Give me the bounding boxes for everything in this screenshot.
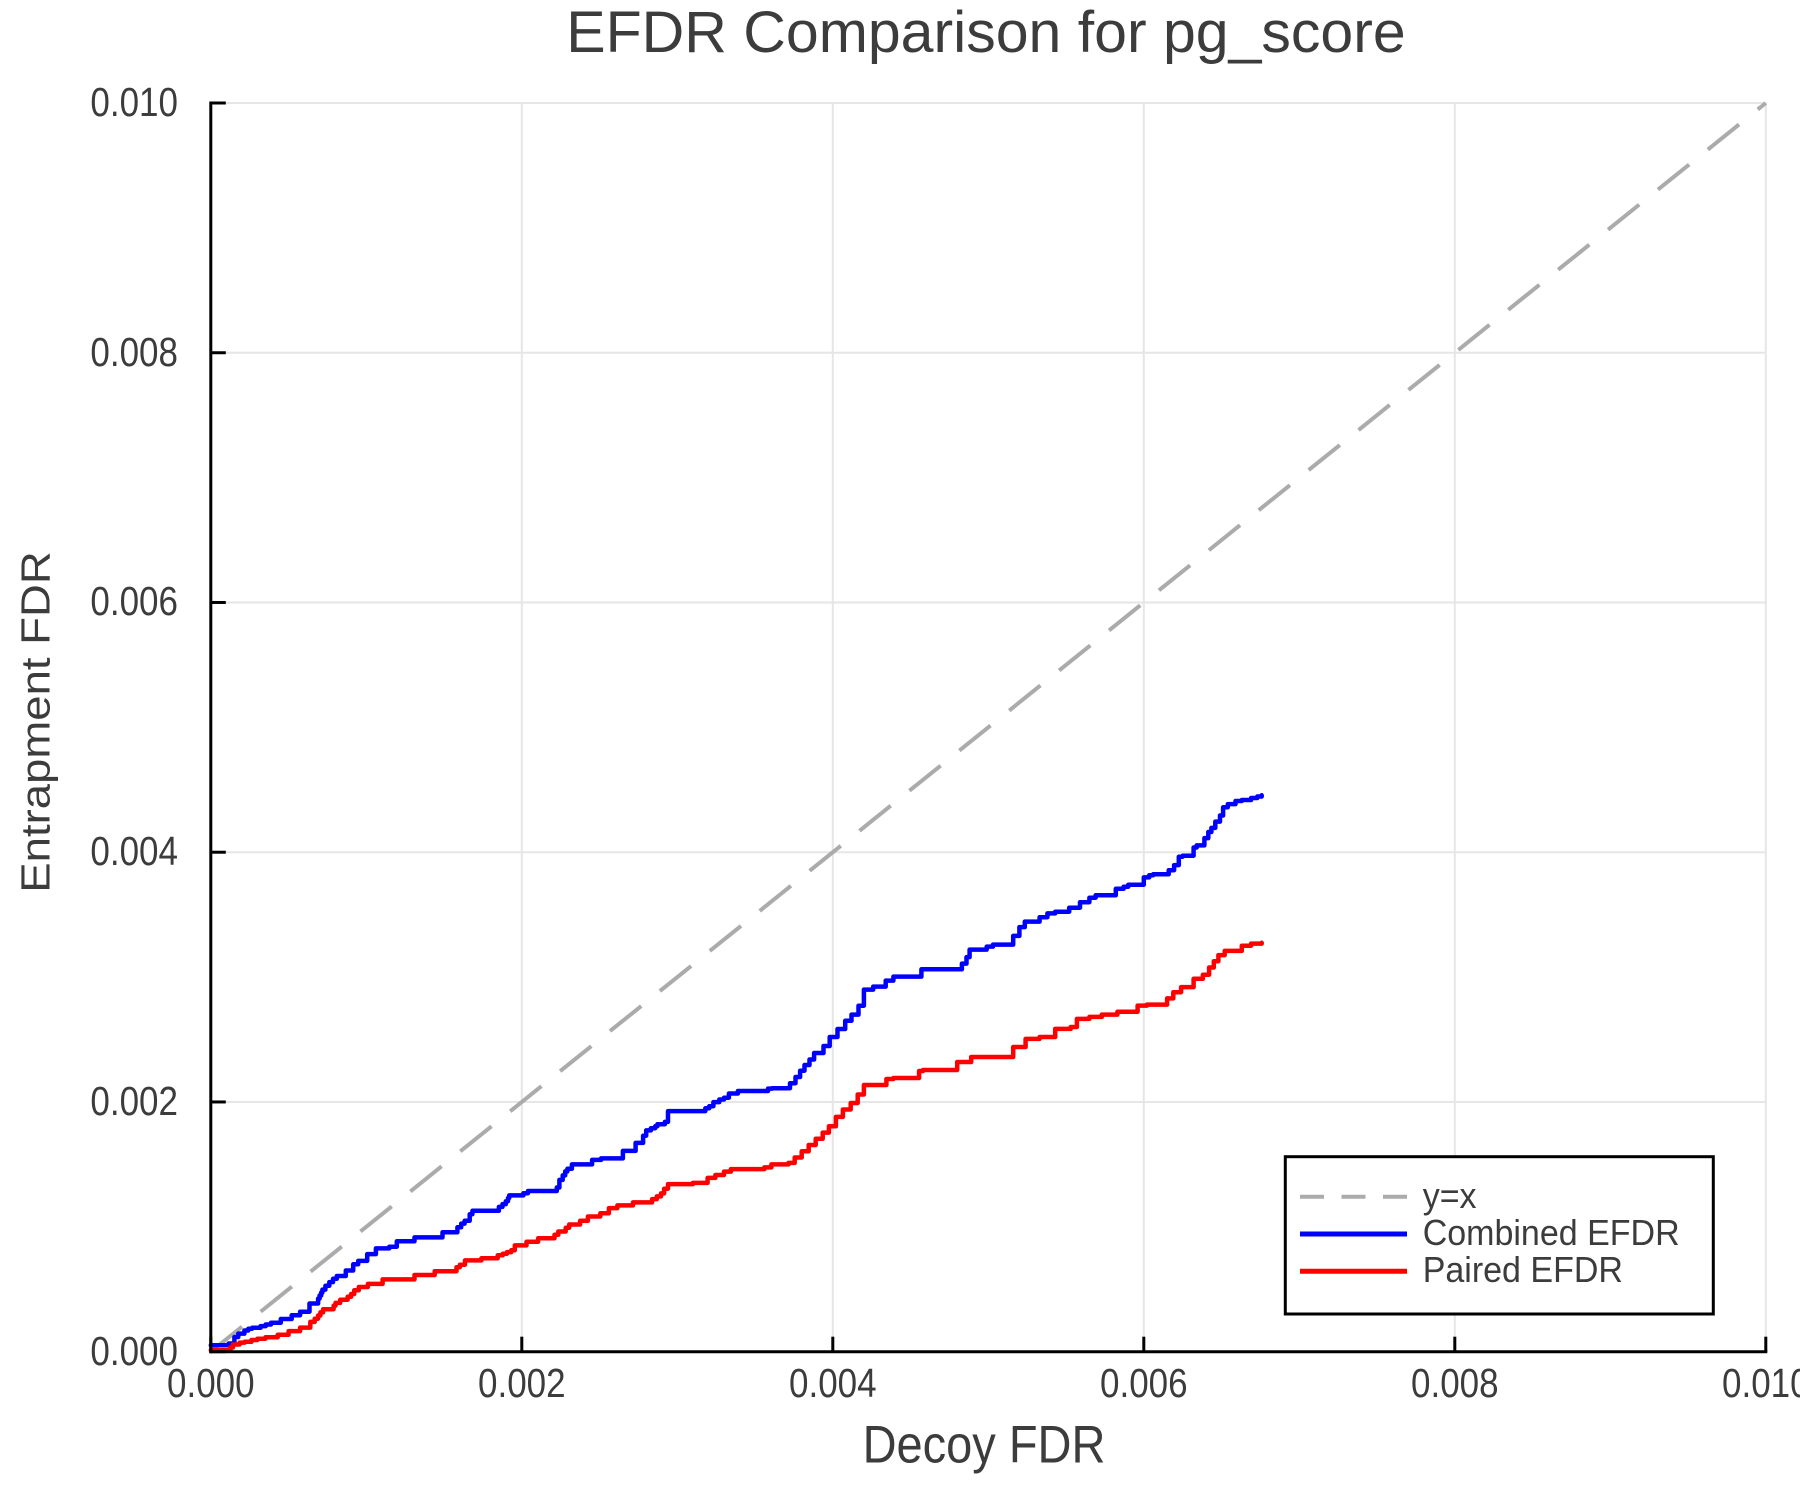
- y-tick-label-1: 0.002: [90, 1078, 178, 1125]
- axes-spines-and-ticks: [209, 101, 1768, 1354]
- chart-title: EFDR Comparison for pg_score: [566, 0, 1406, 65]
- reference-line-y-equals-x: [209, 101, 1768, 1354]
- x-tick-label-2: 0.004: [789, 1360, 877, 1407]
- x-tick-label-4: 0.008: [1411, 1360, 1499, 1407]
- x-tick-label-0: 0.000: [167, 1360, 255, 1407]
- legend-label-combined-efdr: Combined EFDR: [1422, 1213, 1680, 1254]
- y-tick-label-4: 0.008: [90, 329, 178, 375]
- x-tick-label-1: 0.002: [478, 1360, 566, 1407]
- x-axis-label: Decoy FDR: [862, 1414, 1106, 1474]
- legend-box: [1283, 1155, 1715, 1316]
- x-tick-label-3: 0.006: [1100, 1360, 1188, 1407]
- y-axis-label: Entrapment FDR: [12, 551, 59, 893]
- legend-label-y-equals-x: y=x: [1422, 1176, 1477, 1217]
- series-lines: [208, 793, 1264, 1353]
- x-tick-label-5: 0.010: [1722, 1360, 1800, 1407]
- legend-label-paired-efdr: Paired EFDR: [1422, 1250, 1623, 1291]
- y-tick-label-5: 0.010: [90, 79, 178, 126]
- y-tick-label-3: 0.006: [90, 579, 178, 625]
- y-tick-label-0: 0.000: [90, 1328, 178, 1374]
- y-tick-label-2: 0.004: [90, 828, 178, 875]
